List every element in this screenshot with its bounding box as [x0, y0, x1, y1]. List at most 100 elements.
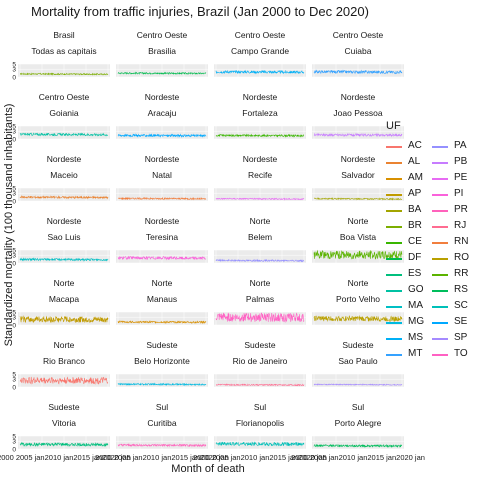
legend-key-line	[386, 306, 402, 308]
panel-region-label: Brasil	[53, 30, 74, 40]
panel-city-label: Rio Branco	[43, 356, 85, 366]
x-tick-labels: 2000 2005 jan2010 jan2015 jan2020 jan	[291, 453, 425, 462]
panel-rio-de-janeiro: SudesteRio de Janeiro	[214, 340, 306, 387]
panel-aracaju: Nordeste Aracaju	[116, 92, 208, 139]
panel-city-label: Macapa	[49, 294, 80, 304]
legend-label: AP	[408, 188, 421, 199]
y-axis-label-box: Standardized mortality (100 thousand inh…	[2, 70, 16, 380]
panel-city-label: Porto Velho	[336, 294, 380, 304]
panel-city-label: Manaus	[147, 294, 177, 304]
legend-label: AC	[408, 140, 422, 151]
legend-label: RR	[454, 268, 468, 279]
panel-city-label: Campo Grande	[231, 46, 289, 56]
legend-key-line	[432, 210, 448, 212]
legend-label: AM	[408, 172, 423, 183]
panel-recife: NordesteRecife	[214, 154, 306, 201]
y-tick-label: 0	[12, 385, 16, 392]
panel-manaus: Norte Manaus	[116, 278, 208, 325]
legend-key-line	[432, 226, 448, 228]
panel-region-label: Norte	[348, 278, 369, 288]
panel-city-label: Vitoria	[52, 418, 76, 428]
panel-region-label: Nordeste	[47, 216, 82, 226]
legend-label: PB	[454, 156, 467, 167]
panel-city-label: Recife	[248, 170, 272, 180]
panel-region-label: Centro Oeste	[235, 30, 286, 40]
panel-city-label: Joao Pessoa	[333, 108, 382, 118]
legend-key-line	[386, 178, 402, 180]
panel-city-label: Goiania	[49, 108, 79, 118]
panel-city-label: Florianopolis	[236, 418, 284, 428]
legend-label: RS	[454, 284, 468, 295]
legend-key-line	[432, 290, 448, 292]
panel-city-label: Aracaju	[148, 108, 177, 118]
legend-label: PI	[454, 188, 463, 199]
panel-belem: Norte Belem	[214, 216, 306, 263]
panel-region-label: Norte	[250, 216, 271, 226]
legend-key-line	[386, 162, 402, 164]
y-axis-label: Standardized mortality (100 thousand inh…	[3, 104, 15, 347]
legend-label: PA	[454, 140, 467, 151]
legend-key-line	[432, 306, 448, 308]
panel-brasilia: Centro Oeste Brasilia	[116, 30, 208, 77]
panel-city-label: Belo Horizonte	[134, 356, 190, 366]
panel-region-label: Norte	[250, 278, 271, 288]
legend-label: MT	[408, 348, 422, 359]
panel-region-label: Norte	[54, 278, 75, 288]
panel-teresina: Nordeste Teresina	[116, 216, 208, 263]
panel-region-label: Centro Oeste	[333, 30, 384, 40]
panel-city-label: Teresina	[146, 232, 178, 242]
panel-porto-alegre: Sul Porto Alegre 2000 2005 jan2010 jan2015…	[291, 402, 425, 462]
y-tick-label: 3	[12, 439, 16, 446]
panel-city-label: Maceio	[50, 170, 78, 180]
legend-key-line	[432, 322, 448, 324]
panel-city-label: Fortaleza	[242, 108, 278, 118]
panel-goiania: Centro OesteGoiania530	[12, 92, 110, 144]
panel-city-label: Belem	[248, 232, 272, 242]
legend-label: PR	[454, 204, 468, 215]
panel-sao-luis: Nordeste Sao Luis 530	[12, 216, 110, 268]
legend-label: SP	[454, 332, 467, 343]
legend-key-line	[386, 210, 402, 212]
legend-label: CE	[408, 236, 422, 247]
panel-macapa: NorteMacapa530	[12, 278, 110, 330]
legend-title: UF	[382, 120, 478, 132]
panel-region-label: Norte	[54, 340, 75, 350]
panel-porto-velho: Norte Porto Velho	[312, 278, 404, 325]
panel-region-label: Sul	[352, 402, 364, 412]
panel-region-label: Nordeste	[47, 154, 82, 164]
panel-region-label: Centro Oeste	[137, 30, 188, 40]
legend-key-line	[432, 258, 448, 260]
panel-region-label: Norte	[152, 278, 173, 288]
legend-key-line	[432, 162, 448, 164]
panel-city-label: Salvador	[341, 170, 375, 180]
legend-key-line	[432, 194, 448, 196]
panel-sao-paulo: SudesteSao Paulo	[312, 340, 404, 387]
legend-label: TO	[454, 348, 468, 359]
panel-city-label: Palmas	[246, 294, 274, 304]
legend-key-line	[432, 354, 448, 356]
legend-label: AL	[408, 156, 420, 167]
legend-key-line	[386, 146, 402, 148]
legend-label: RJ	[454, 220, 466, 231]
legend-label: BR	[408, 220, 422, 231]
panel-region-label: Sudeste	[48, 402, 79, 412]
legend-label: MG	[408, 316, 424, 327]
legend-key-line	[386, 322, 402, 324]
panel-cuiaba: Centro Oeste Cuiaba	[312, 30, 404, 77]
legend-key-line	[432, 242, 448, 244]
panel-region-label: Nordeste	[145, 216, 180, 226]
legend-key-line	[432, 274, 448, 276]
legend-key-line	[386, 194, 402, 196]
legend-key-line	[386, 226, 402, 228]
panel-natal: NordesteNatal	[116, 154, 208, 201]
panel-region-label: Sudeste	[146, 340, 177, 350]
legend-label: BA	[408, 204, 421, 215]
legend-key-line	[386, 242, 402, 244]
legend-label: RO	[454, 252, 469, 263]
panel-region-label: Nordeste	[145, 92, 180, 102]
panel-city-label: Boa Vista	[340, 232, 377, 242]
panel-region-label: Nordeste	[341, 92, 376, 102]
panel-campo-grande: Centro Oeste Campo Grande	[214, 30, 306, 77]
panel-city-label: Todas as capitais	[31, 46, 96, 56]
